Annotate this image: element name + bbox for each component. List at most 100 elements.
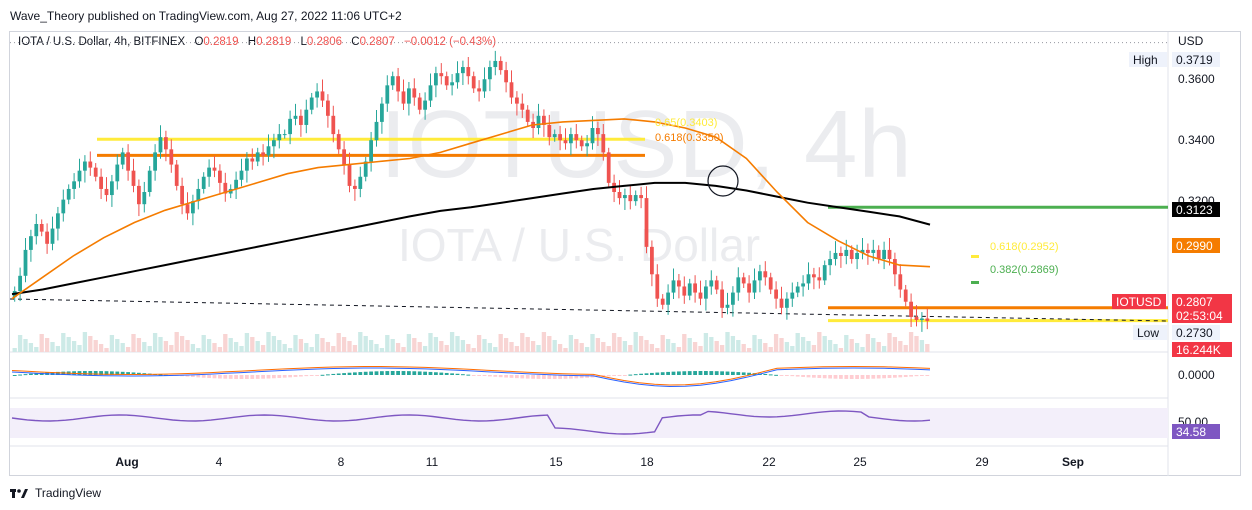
volume-bar	[574, 339, 579, 352]
candle-body	[29, 236, 33, 250]
candle-body	[552, 134, 557, 138]
y-tick-label: 0.3400	[1178, 133, 1215, 147]
macd-histogram-bar	[223, 375, 228, 379]
candle-body	[909, 301, 913, 317]
volume-bar	[336, 333, 341, 352]
candle-body	[358, 176, 363, 189]
candle-body	[120, 152, 125, 165]
macd-layer	[11, 365, 931, 388]
macd-histogram-bar	[504, 375, 508, 378]
candle-body	[347, 164, 352, 186]
volume-bar	[887, 333, 892, 352]
high-value-bg	[1172, 52, 1220, 67]
candle-body	[266, 146, 271, 156]
volume-bar	[719, 345, 725, 352]
macd-histogram-bar	[245, 375, 249, 379]
candle-body	[563, 140, 568, 144]
candle-body	[860, 249, 865, 253]
candle-body	[660, 298, 665, 305]
volume-bar	[871, 338, 876, 352]
x-tick-label: 22	[762, 455, 776, 469]
candle-body	[250, 158, 255, 162]
macd-histogram-bar	[925, 375, 930, 376]
volume-bar	[169, 345, 174, 352]
candle-body	[585, 143, 589, 147]
macd-histogram-bar	[363, 371, 368, 375]
high-value: 0.3719	[1176, 53, 1213, 67]
volume-bar	[201, 335, 206, 352]
volume-bar	[304, 343, 309, 352]
volume-bar	[417, 342, 422, 352]
candle-body	[396, 76, 400, 92]
macd-histogram-bar	[844, 375, 849, 379]
macd-histogram-bar	[401, 371, 406, 375]
macd-histogram-bar	[725, 371, 730, 375]
candle-body	[417, 97, 422, 110]
candle-body	[671, 280, 676, 293]
macd-histogram-bar	[698, 371, 703, 375]
macd-histogram-bar	[272, 375, 276, 379]
volume-bar	[844, 335, 849, 352]
legend-h-label: H	[247, 36, 257, 48]
volume-bar	[817, 332, 822, 352]
volume-bar	[611, 333, 617, 352]
macd-histogram-bar	[871, 375, 876, 379]
candle-body	[731, 292, 735, 305]
rsi-band	[10, 408, 1168, 438]
candle-body	[520, 103, 525, 110]
macd-histogram-bar	[390, 371, 395, 375]
volume-bar	[509, 342, 514, 352]
watermark-description: IOTA / U.S. Dollar	[398, 219, 761, 271]
volume-bar	[709, 337, 714, 352]
macd-histogram-bar	[493, 375, 498, 377]
volume-bar	[881, 346, 887, 352]
chart-frame[interactable]	[9, 31, 1241, 476]
candle-body	[493, 60, 498, 68]
candle-body	[579, 140, 584, 147]
candle-body	[272, 140, 276, 147]
candle-body	[390, 76, 395, 86]
candle-body	[617, 192, 622, 199]
candle-body	[212, 167, 217, 171]
candle-body	[844, 249, 849, 256]
volume-bar	[239, 346, 244, 352]
volume-bar	[547, 336, 552, 352]
macd-histogram-bar	[860, 375, 865, 379]
macd-histogram-bar	[887, 375, 892, 379]
volume-bar	[811, 345, 817, 352]
volume-bar	[584, 347, 590, 352]
macd-histogram-bar	[255, 375, 260, 379]
candle-body	[326, 100, 330, 116]
candle-body	[115, 164, 120, 182]
macd-histogram-bar	[617, 375, 622, 376]
symbol-legend: IOTA / U.S. Dollar, 4h, BITFINEX O0.2819…	[18, 36, 496, 48]
candle-body	[866, 249, 870, 253]
volume-bar	[557, 344, 563, 352]
candle-body	[293, 115, 298, 119]
macd-histogram-bar	[88, 371, 93, 375]
rsi-layer	[11, 410, 931, 435]
candle-body	[299, 115, 303, 125]
candle-body	[353, 185, 357, 189]
candle-body	[677, 280, 681, 287]
volume-bar	[93, 340, 98, 352]
candle-body	[309, 97, 314, 110]
candle-body	[39, 224, 44, 232]
volume-bar	[325, 342, 331, 352]
macd-histogram-bar	[471, 375, 476, 376]
macd-histogram-bar	[396, 371, 400, 375]
volume-bar	[460, 340, 466, 352]
candle-body	[66, 188, 71, 200]
candle-body	[709, 280, 714, 287]
x-tick-label: 8	[338, 455, 345, 469]
volume-bar	[28, 343, 34, 352]
macd-histogram-bar	[709, 371, 714, 375]
low-value-bg	[1172, 325, 1220, 340]
footer: TradingView	[10, 486, 101, 500]
candle-body	[439, 73, 444, 77]
macd-histogram-bar	[498, 375, 503, 378]
volume-bar	[428, 333, 433, 352]
macd-histogram-bar	[126, 372, 130, 375]
volume-bar	[660, 335, 665, 352]
